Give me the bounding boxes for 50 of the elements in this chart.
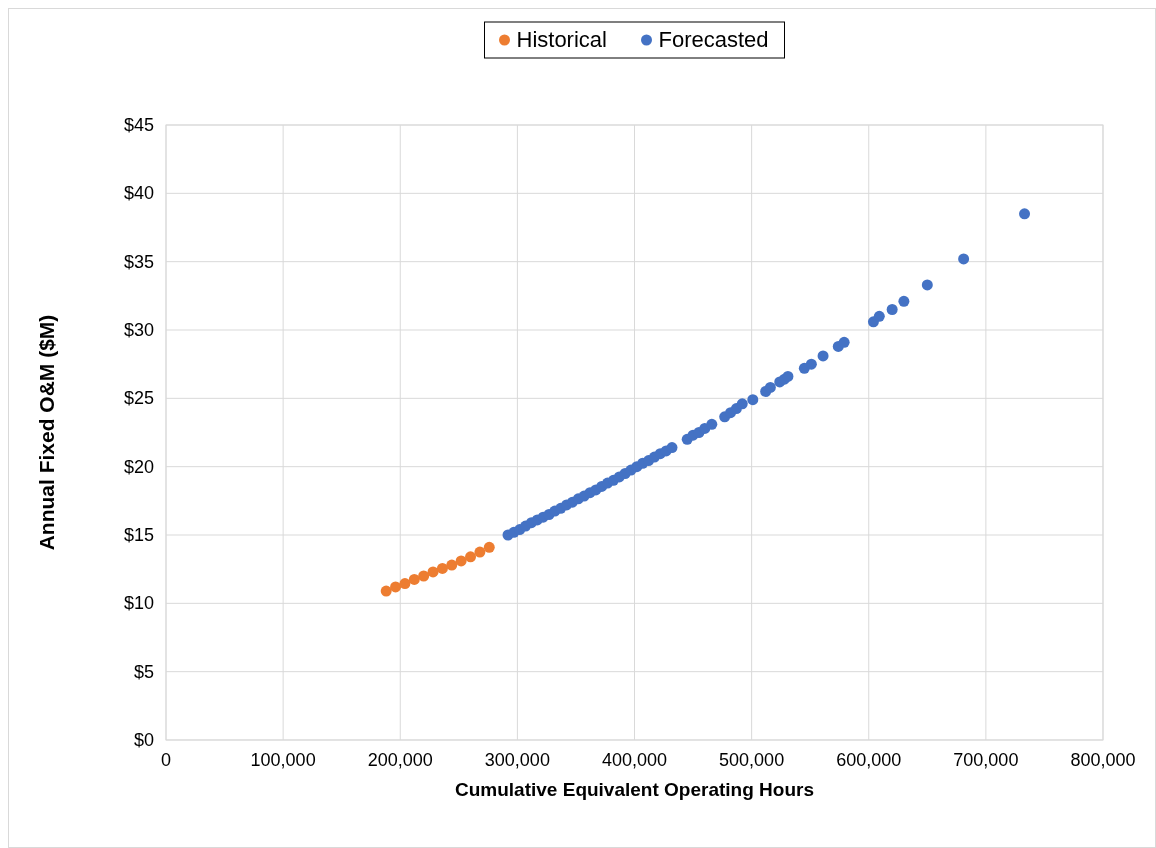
- point: [838, 336, 850, 348]
- y-tick-label: $10: [123, 593, 154, 614]
- legend-label: Historical: [516, 27, 607, 52]
- y-tick-label: $5: [133, 661, 154, 682]
- point: [764, 381, 776, 393]
- y-tick-label: $20: [123, 456, 154, 477]
- point: [805, 358, 817, 370]
- point: [921, 279, 933, 291]
- x-tick-label: 400,000: [601, 750, 668, 770]
- y-tick-label: $35: [123, 251, 154, 272]
- point: [408, 573, 420, 585]
- point: [474, 546, 486, 558]
- point: [418, 570, 430, 582]
- point: [886, 304, 898, 315]
- x-tick-label: 700,000: [953, 750, 1019, 770]
- point: [898, 295, 910, 307]
- x-tick-label: 200,000: [367, 750, 433, 770]
- x-tick-label: 300,000: [484, 750, 550, 770]
- y-tick-label: $15: [123, 525, 154, 545]
- y-tick-label: $45: [123, 115, 154, 135]
- point: [455, 555, 467, 567]
- x-axis-title: Cumulative Equivalent Operating Hours: [455, 779, 814, 800]
- y-tick-label: $30: [123, 320, 154, 340]
- point: [736, 398, 748, 410]
- x-tick-label: 800,000: [1070, 750, 1136, 770]
- point: [873, 310, 885, 322]
- point: [427, 566, 439, 578]
- y-tick-label: $40: [123, 183, 154, 204]
- point: [1019, 208, 1031, 220]
- y-axis-title: Annual Fixed O&M ($M): [35, 314, 58, 551]
- point: [958, 253, 970, 265]
- point: [817, 350, 829, 362]
- point: [390, 581, 402, 593]
- point: [782, 370, 794, 382]
- point: [399, 578, 411, 590]
- point: [465, 551, 477, 563]
- point: [380, 585, 392, 597]
- x-tick-label: 0: [160, 750, 172, 770]
- x-tick-label: 500,000: [719, 750, 785, 770]
- point: [436, 562, 448, 574]
- y-tick-label: $0: [133, 730, 154, 750]
- point: [483, 541, 495, 553]
- point: [747, 394, 759, 406]
- point: [706, 418, 718, 430]
- x-tick-label: 600,000: [836, 750, 902, 770]
- x-tick-label: 100,000: [250, 750, 316, 770]
- point: [666, 442, 678, 454]
- legend-label: Forecasted: [658, 27, 769, 52]
- point: [446, 559, 458, 571]
- y-tick-label: $25: [123, 388, 154, 409]
